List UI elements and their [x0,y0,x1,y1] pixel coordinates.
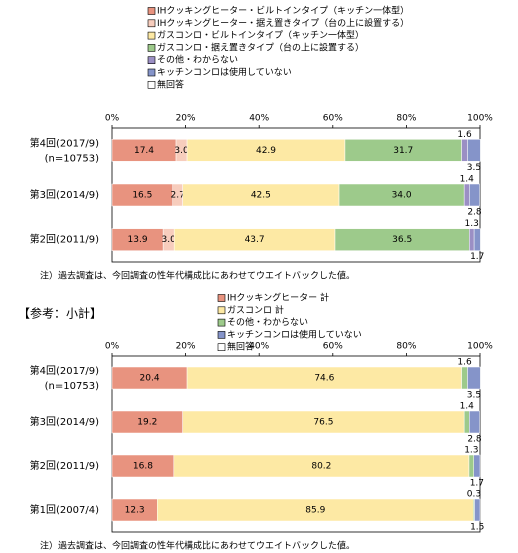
legend-label: ガスコンロ 計 [227,304,284,316]
plot-frame [111,355,481,533]
legend-swatch [147,56,156,65]
value-label: 85.9 [305,506,325,516]
legend-label: その他・わからない [227,316,308,328]
value-label: 42.9 [256,146,276,156]
x-tick-label: 60% [323,114,343,124]
legend-swatch [147,19,156,28]
legend-swatch [147,68,156,77]
legend-label: 無回答 [227,341,254,353]
x-tick-label: 80% [396,114,416,124]
value-label: 42.5 [251,191,271,201]
y-tick-label: 第3回(2014/9) [30,415,99,428]
value-label: 13.9 [128,235,148,245]
legend-label: ガスコンロ・据え置きタイプ（台の上に設置する） [157,41,364,53]
legend-swatch [217,306,226,315]
legend-label: IHクッキングヒーター・ビルトインタイプ（キッチン一体型） [157,5,409,17]
legend-label: ガスコンロ・ビルトインタイプ（キッチン一体型） [157,29,364,41]
x-tick-label: 40% [249,342,269,352]
y-tick-label: 第1回(2007/4) [30,503,99,516]
value-label: 19.2 [137,418,157,428]
bar-segment [469,410,480,434]
value-label: 12.3 [125,506,145,516]
value-label: 2.8 [467,435,482,445]
x-tick-label: 0% [105,342,120,352]
bar-segment [463,183,470,207]
legend-label: キッチンコンロは使用していない [157,66,292,78]
legend-swatch [217,318,226,327]
legend-swatch [217,343,226,352]
legend-swatch [147,44,156,52]
value-label: 1.5 [470,523,484,533]
value-label: 36.5 [392,235,412,245]
value-label: 0.3 [467,490,481,500]
bar-segment [468,454,474,478]
value-label: 31.7 [393,146,413,156]
value-label: 1.3 [464,446,478,456]
value-label: 3.0 [174,146,189,156]
legend-swatch [217,294,226,302]
category-note: (n=10753) [45,153,99,164]
legend-label: IHクッキングヒーター・据え置きタイプ（台の上に設置する） [157,17,409,29]
value-label: 3.0 [162,235,177,245]
value-label: 3.5 [467,163,481,173]
x-tick-label: 100% [467,342,493,352]
legend-swatch [147,7,156,15]
bar-segment [473,454,481,478]
value-label: 34.0 [392,191,412,201]
bar-segment [461,139,468,162]
value-label: 1.7 [470,479,484,489]
y-tick-label: 第2回(2011/9) [30,233,99,246]
bar-segment [469,183,480,207]
value-label: 43.7 [245,235,265,245]
value-label: 1.6 [457,130,472,140]
chart-title: 【参考：小計】 [18,306,102,321]
bar-segment [469,228,475,251]
value-label: 1.6 [457,358,472,368]
value-label: 2.8 [467,208,482,218]
legend-label: IHクッキングヒーター 計 [227,292,329,304]
x-tick-label: 100% [467,114,493,124]
value-label: 3.5 [467,391,481,401]
x-tick-label: 0% [105,114,120,124]
value-label: 2.7 [171,191,185,201]
bar-segment [467,366,481,390]
y-tick-label: 第3回(2014/9) [30,188,99,201]
value-label: 20.4 [140,374,160,384]
value-label: 74.6 [314,374,334,384]
y-tick-label: 第4回(2017/9) [30,136,99,149]
y-tick-label: 第4回(2017/9) [30,364,99,377]
bar-segment [474,498,481,522]
value-label: 1.3 [465,219,479,229]
legend-label: キッチンコンロは使用していない [227,328,362,340]
bar-segment [467,139,481,162]
bar-segment [461,366,468,390]
x-tick-label: 60% [323,342,343,352]
value-label: 80.2 [311,462,331,472]
value-label: 1.7 [470,252,484,262]
note: 注）過去調査は、今回調査の性年代構成比にあわせてウエイトバックした値。 [40,540,355,552]
category-note: (n=10753) [45,381,99,392]
legend-label: 無回答 [157,78,184,90]
value-label: 16.5 [132,191,152,201]
bar-segment [473,228,481,251]
bar-segment [463,410,470,434]
x-tick-label: 20% [176,114,196,124]
note: 注）過去調査は、今回調査の性年代構成比にあわせてウエイトバックした値。 [40,270,355,282]
legend-swatch [217,331,226,339]
x-tick-label: 80% [396,342,416,352]
y-tick-label: 第2回(2011/9) [30,459,99,472]
value-label: 16.8 [133,462,153,472]
value-label: 1.4 [460,175,475,185]
value-label: 17.4 [134,146,154,156]
legend-label: その他・わからない [157,54,238,66]
legend-swatch [147,81,156,89]
x-tick-label: 20% [176,342,196,352]
x-tick-label: 40% [249,114,269,124]
legend-swatch [147,31,156,40]
value-label: 76.5 [313,418,333,428]
value-label: 1.4 [460,402,475,412]
